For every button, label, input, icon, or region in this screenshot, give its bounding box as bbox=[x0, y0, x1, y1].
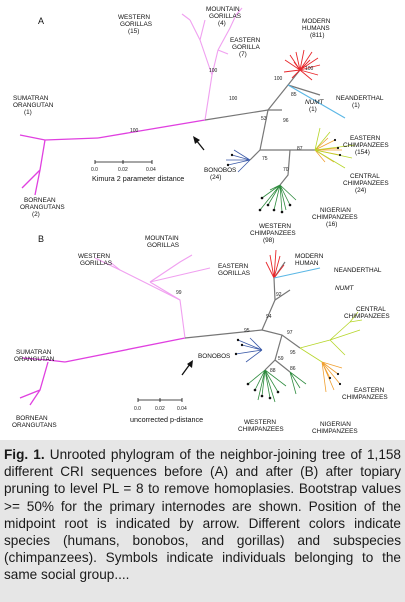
panel-a-neanderthal-branch bbox=[287, 84, 346, 119]
label-neanderthal: NEANDERTHAL (1) bbox=[336, 95, 384, 109]
label-eastern-gorillas: EASTERN GORILLA (7) bbox=[230, 37, 261, 58]
panel-b-group-symbols bbox=[234, 338, 342, 400]
panel-a-trunk bbox=[204, 69, 321, 186]
bootstrap-value: 97 bbox=[287, 330, 293, 336]
panel-b: B bbox=[12, 234, 390, 435]
panel-a-taxon-labels: WESTERN GORILLAS (15) MOUNTAIN GORILLAS (4) … bbox=[13, 6, 389, 244]
bootstrap-value: 100 bbox=[130, 128, 139, 134]
panel-b-eastern-chimp-branches bbox=[321, 361, 343, 393]
scale-tick: 0.02 bbox=[155, 406, 165, 412]
label-neanderthal: NEANDERTHAL bbox=[334, 267, 382, 274]
caption-figure-label: Fig. 1. bbox=[4, 447, 45, 462]
bootstrap-value: 86 bbox=[290, 366, 296, 372]
panel-b-human-branches bbox=[265, 249, 285, 279]
panel-b-orangutan-branches bbox=[19, 337, 186, 406]
panel-a: A bbox=[13, 6, 389, 244]
panel-a-gorilla-branches bbox=[181, 7, 243, 121]
label-central-chimpanzees: CENTRAL CHIMPANZEES (24) bbox=[343, 173, 389, 194]
panel-b-scale-bar: 0.0 0.02 0.04 uncorrected p-distance bbox=[130, 398, 203, 424]
label-eastern-gorillas: EASTERN GORILLAS bbox=[218, 263, 250, 277]
label-mountain-gorillas: MOUNTAIN GORILLAS (4) bbox=[206, 6, 241, 27]
label-mountain-gorillas: MOUNTAIN GORILLAS bbox=[145, 235, 179, 249]
panel-b-nigerian-chimp-branches bbox=[289, 371, 307, 395]
panel-a-central-chimp-branches bbox=[314, 127, 356, 169]
label-numt: NUMT bbox=[335, 285, 355, 292]
panel-b-gorilla-branches bbox=[94, 254, 211, 339]
scale-tick: 0.0 bbox=[134, 406, 141, 412]
panel-a-bootstrap-values: 100 100 100 53 96 85 100 100 75 87 70 bbox=[130, 66, 314, 173]
label-western-chimpanzees: WESTERN CHIMPANZEES bbox=[238, 419, 284, 433]
panel-b-taxon-labels: MOUNTAIN GORILLAS WESTERN GORILLAS EASTERN… bbox=[12, 235, 390, 435]
label-numt: NUMT (1) bbox=[305, 99, 325, 113]
caption-text: Unrooted phylogram of the neighbor-joini… bbox=[4, 447, 401, 583]
panel-a-western-chimp-branches bbox=[259, 184, 297, 213]
bootstrap-value: 75 bbox=[262, 156, 268, 162]
figure-caption: Fig. 1. Unrooted phylogram of the neighb… bbox=[0, 440, 405, 602]
bootstrap-value: 70 bbox=[283, 167, 289, 173]
bootstrap-value: 94 bbox=[266, 314, 272, 320]
bootstrap-value: 87 bbox=[297, 146, 303, 152]
bootstrap-value: 99 bbox=[176, 290, 182, 296]
panel-b-bootstrap-values: 99 92 94 97 95 95 59 86 88 bbox=[176, 290, 296, 374]
bootstrap-value: 95 bbox=[290, 350, 296, 356]
scale-tick: 0.02 bbox=[118, 167, 128, 173]
panel-b-bonobo-branches bbox=[235, 337, 263, 363]
scale-tick: 0.0 bbox=[91, 167, 98, 173]
bootstrap-value: 59 bbox=[278, 356, 284, 362]
label-eastern-chimpanzees: EASTERN CHIMPANZEES (154) bbox=[343, 135, 389, 156]
bootstrap-value: 53 bbox=[261, 116, 267, 122]
bootstrap-value: 100 bbox=[274, 76, 283, 82]
figure: A bbox=[12, 6, 390, 435]
label-sumatran-orangutan: SUMATRAN ORANGUTAN bbox=[14, 349, 55, 363]
panel-a-label: A bbox=[38, 16, 44, 26]
scale-label: Kimura 2 parameter distance bbox=[92, 174, 184, 183]
label-western-chimpanzees: WESTERN CHIMPANZEES (98) bbox=[250, 223, 296, 244]
bootstrap-value: 100 bbox=[209, 68, 218, 74]
label-eastern-chimpanzees: EASTERN CHIMPANZEES bbox=[342, 387, 388, 401]
label-nigerian-chimpanzees: NIGERIAN CHIMPANZEES bbox=[312, 421, 358, 435]
panel-b-central-chimp-branches bbox=[299, 311, 363, 363]
bootstrap-value: 85 bbox=[291, 92, 297, 98]
panel-a-human-branches bbox=[283, 49, 321, 81]
label-modern-human: MODERN HUMAN bbox=[295, 253, 324, 267]
label-nigerian-chimpanzees: NIGERIAN CHIMPANZEES (16) bbox=[312, 207, 358, 228]
bootstrap-value: 88 bbox=[270, 368, 276, 374]
bootstrap-value: 96 bbox=[283, 118, 289, 124]
label-modern-humans: MODERN HUMANS (811) bbox=[302, 18, 331, 39]
panel-b-neanderthal-branch bbox=[273, 267, 321, 279]
panel-a-group-symbols bbox=[226, 138, 342, 214]
panel-b-western-chimp-branches bbox=[247, 369, 287, 403]
panel-a-scale-bar: 0.0 0.02 0.04 Kimura 2 parameter distanc… bbox=[91, 160, 184, 183]
label-central-chimpanzees: CENTRAL CHIMPANZEES bbox=[344, 306, 390, 320]
bootstrap-value: 100 bbox=[229, 96, 238, 102]
label-sumatran-orangutan: SUMATRAN ORANGUTAN (1) bbox=[13, 95, 54, 116]
panel-b-label: B bbox=[38, 234, 44, 244]
panel-a-bonobo-branches bbox=[226, 149, 251, 173]
phylogram-figure: A bbox=[12, 6, 390, 435]
bootstrap-value: 92 bbox=[276, 292, 282, 298]
scale-label: uncorrected p-distance bbox=[130, 415, 203, 424]
bootstrap-value: 95 bbox=[244, 328, 250, 334]
label-bonobos: BONOBOS (24) bbox=[204, 167, 236, 181]
panel-a-root-arrow-icon bbox=[193, 136, 205, 151]
label-western-gorillas: WESTERN GORILLAS (15) bbox=[118, 14, 152, 35]
label-bonobos: BONOBOS bbox=[198, 353, 230, 360]
scale-tick: 0.04 bbox=[146, 167, 156, 173]
scale-tick: 0.04 bbox=[177, 406, 187, 412]
bootstrap-value: 100 bbox=[305, 66, 314, 72]
panel-b-root-arrow-icon bbox=[181, 360, 193, 376]
label-western-gorillas: WESTERN GORILLAS bbox=[78, 253, 112, 267]
label-bornean-orangutans: BORNEAN ORANGUTANS bbox=[12, 415, 57, 429]
label-bornean-orangutans: BORNEAN ORANGUTANS (2) bbox=[20, 197, 65, 218]
panel-a-orangutan-branches bbox=[19, 119, 206, 196]
